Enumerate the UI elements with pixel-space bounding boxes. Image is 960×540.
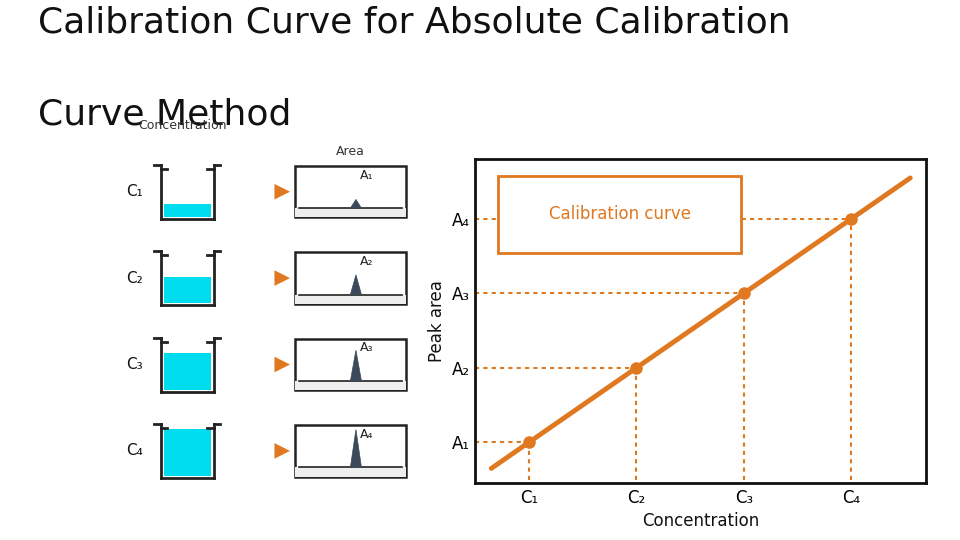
FancyBboxPatch shape [296, 339, 405, 390]
Polygon shape [350, 199, 361, 208]
Text: A₄: A₄ [360, 428, 373, 441]
Text: C₂: C₂ [126, 271, 143, 286]
Polygon shape [296, 294, 405, 303]
Polygon shape [163, 277, 211, 303]
Polygon shape [163, 429, 211, 476]
FancyBboxPatch shape [497, 176, 741, 253]
Text: A₁: A₁ [360, 168, 373, 181]
FancyBboxPatch shape [296, 426, 405, 476]
Text: C₄: C₄ [126, 443, 143, 458]
Polygon shape [296, 381, 405, 390]
Y-axis label: Peak area: Peak area [428, 280, 446, 362]
FancyBboxPatch shape [296, 252, 405, 303]
Text: C₁: C₁ [126, 184, 143, 199]
Text: Curve Method: Curve Method [38, 97, 292, 131]
Text: A₂: A₂ [360, 255, 373, 268]
Text: A₃: A₃ [360, 341, 373, 354]
X-axis label: Concentration: Concentration [642, 512, 759, 530]
Text: C₃: C₃ [127, 357, 143, 372]
Text: Calibration curve: Calibration curve [548, 205, 690, 224]
Polygon shape [163, 353, 211, 390]
Polygon shape [296, 467, 405, 476]
FancyBboxPatch shape [296, 166, 405, 217]
Text: Concentration: Concentration [138, 119, 227, 132]
Polygon shape [350, 350, 361, 381]
Polygon shape [296, 208, 405, 217]
Text: Calibration Curve for Absolute Calibration: Calibration Curve for Absolute Calibrati… [38, 5, 791, 39]
Polygon shape [350, 275, 361, 294]
Polygon shape [350, 429, 361, 467]
Text: Area: Area [336, 145, 365, 158]
Polygon shape [163, 204, 211, 217]
